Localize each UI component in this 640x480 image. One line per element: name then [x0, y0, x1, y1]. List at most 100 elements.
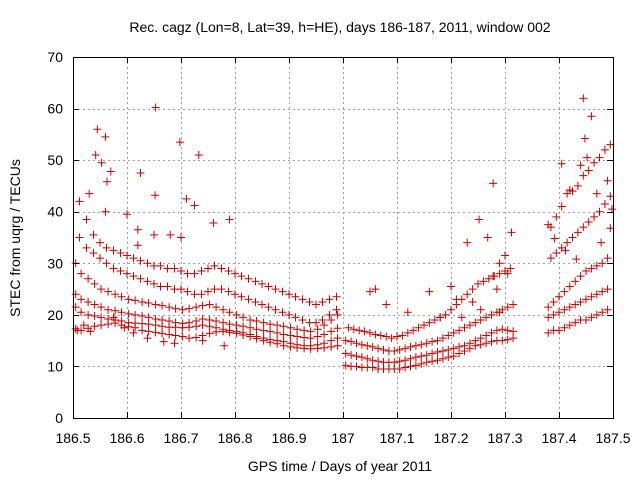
grid-lines [73, 57, 613, 418]
x-tick-label: 186.6 [109, 430, 144, 446]
data-point [509, 327, 518, 336]
data-point [555, 308, 563, 317]
data-point [592, 310, 601, 319]
data-point [352, 362, 361, 371]
data-point [357, 340, 366, 349]
data-point [433, 356, 442, 365]
data-point [395, 345, 404, 354]
data-point [449, 328, 458, 337]
data-point [170, 264, 179, 273]
data-point [77, 295, 86, 304]
data-point [278, 287, 287, 296]
data-point [465, 321, 474, 330]
data-point [341, 361, 350, 370]
data-point [205, 329, 214, 338]
data-point [487, 310, 496, 319]
data-point [598, 259, 607, 268]
data-point [422, 351, 431, 360]
data-point [97, 313, 106, 322]
data-point [75, 233, 84, 242]
data-point [217, 264, 226, 273]
data-point [444, 331, 453, 340]
data-point [327, 316, 336, 325]
data-point [210, 285, 219, 294]
data-point [259, 326, 268, 335]
data-point [136, 169, 145, 178]
data-point [355, 326, 364, 335]
data-point [349, 325, 358, 334]
data-point [433, 347, 442, 356]
data-point [333, 341, 342, 350]
data-point [406, 354, 415, 363]
data-point [420, 321, 428, 330]
data-point [357, 353, 366, 362]
data-point [352, 352, 361, 361]
data-point [495, 259, 504, 268]
data-point [204, 264, 212, 273]
y-tick-label: 60 [47, 101, 63, 117]
data-point [393, 332, 401, 341]
data-point [264, 303, 273, 312]
data-point [341, 336, 350, 345]
data-point [158, 316, 167, 325]
y-tick-label: 50 [47, 152, 63, 168]
data-point [90, 322, 99, 331]
data-point [563, 238, 572, 247]
data-point [151, 300, 160, 309]
x-tick-label: 187.2 [433, 430, 468, 446]
data-point [129, 272, 138, 281]
data-point [143, 259, 152, 268]
data-point [185, 318, 194, 327]
data-point [498, 325, 507, 334]
data-point [77, 308, 86, 317]
data-point [600, 145, 609, 154]
data-point [178, 332, 187, 341]
data-point [219, 325, 228, 334]
data-point [124, 295, 133, 304]
data-point [579, 171, 588, 180]
data-point [544, 313, 553, 322]
data-point [306, 334, 315, 343]
data-point [177, 233, 185, 242]
data-point [333, 334, 342, 343]
data-point [592, 189, 601, 198]
data-point [183, 269, 192, 278]
data-point [102, 243, 111, 252]
data-point [151, 191, 160, 200]
data-point [403, 328, 412, 337]
data-point [417, 359, 426, 368]
data-point [75, 197, 84, 206]
data-point [86, 327, 95, 336]
data-point [71, 324, 80, 333]
x-tick-label: 186.9 [271, 430, 306, 446]
data-point [258, 300, 266, 309]
data-point [411, 361, 420, 370]
data-point [231, 269, 239, 278]
data-point [441, 310, 450, 319]
data-point [90, 311, 99, 320]
data-point [438, 354, 447, 363]
data-point [327, 327, 336, 336]
data-point [582, 267, 590, 276]
data-point [560, 323, 569, 332]
data-point [401, 356, 410, 365]
data-point [312, 318, 320, 327]
data-point [606, 192, 615, 201]
data-point [79, 321, 88, 330]
data-point [495, 308, 504, 317]
data-point [401, 344, 410, 353]
data-point [544, 220, 553, 229]
data-point [246, 323, 255, 332]
data-point [106, 167, 115, 176]
data-point [455, 342, 464, 351]
data-point [109, 313, 118, 322]
data-point [587, 112, 596, 121]
data-point [468, 297, 477, 306]
data-point [368, 363, 377, 372]
x-axis-label: GPS time / Days of year 2011 [248, 458, 432, 474]
data-point [103, 177, 112, 186]
data-point [603, 254, 612, 263]
data-point [476, 334, 485, 343]
data-point [503, 326, 512, 335]
data-point [387, 334, 396, 343]
